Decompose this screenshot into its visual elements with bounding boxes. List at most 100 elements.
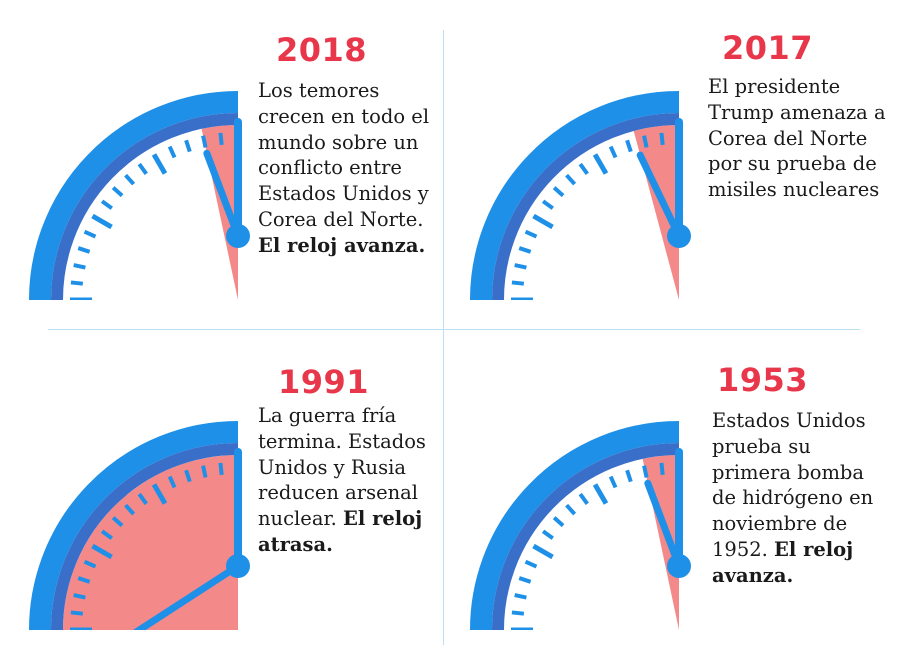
tick-mark	[83, 229, 97, 239]
hour-hand	[203, 149, 242, 240]
tick-mark	[524, 559, 538, 569]
clock-2018	[29, 91, 250, 300]
clock-pivot	[226, 224, 250, 248]
tick-mark	[625, 469, 633, 483]
inner-ring	[492, 443, 680, 630]
description-bold-2018: El reloj avanza.	[258, 233, 426, 257]
tick-mark	[514, 593, 527, 600]
tick-mark	[532, 543, 554, 560]
tick-mark	[111, 516, 124, 528]
tick-mark	[77, 576, 91, 584]
tick-mark	[565, 173, 577, 186]
clock-pivot	[667, 224, 691, 248]
tick-mark	[532, 213, 554, 230]
tick-mark	[592, 483, 609, 505]
danger-sector	[63, 455, 238, 630]
tick-mark	[625, 139, 633, 153]
tick-mark	[83, 559, 97, 569]
tick-mark	[70, 610, 84, 616]
tick-mark	[137, 492, 148, 505]
tick-mark	[552, 186, 565, 198]
inner-ring	[51, 443, 239, 630]
tick-mark	[124, 503, 136, 516]
tick-mark	[524, 229, 538, 239]
outer-ring	[470, 421, 680, 630]
tick-mark	[608, 145, 618, 159]
tick-mark	[100, 199, 113, 210]
tick-mark	[541, 529, 554, 540]
tick-mark	[659, 132, 665, 146]
tick-mark	[541, 199, 554, 210]
tick-mark	[592, 153, 609, 175]
hour-hand	[644, 479, 683, 570]
tick-mark	[167, 145, 177, 159]
inner-ring	[492, 113, 680, 300]
description-text-1991: La guerra fría termina. Estados Unidos y…	[258, 404, 426, 531]
hour-hand	[636, 151, 683, 240]
description-bold-1991: El reloj atrasa.	[258, 507, 423, 556]
outer-ring	[470, 91, 680, 300]
description-text-2017: El presidente Trump amenaza a Corea del …	[708, 75, 886, 202]
description-1953: Estados Unidos prueba su primera bomba d…	[712, 408, 892, 589]
year-label-2017: 2017	[722, 29, 814, 67]
description-text-2018: Los temores crecen en todo el mundo sobr…	[258, 79, 430, 231]
tick-mark	[608, 475, 618, 489]
clock-face-group	[470, 421, 691, 630]
panel-2017: 2017 El presidente Trump amenaza a Corea…	[447, 0, 887, 320]
clock-face-group	[29, 421, 250, 630]
tick-mark	[91, 543, 113, 560]
tick-mark	[124, 173, 136, 186]
tick-mark	[218, 462, 224, 476]
inner-ring	[51, 113, 239, 300]
clock-1953	[470, 421, 691, 630]
tick-mark	[73, 593, 86, 600]
description-bold-1953: El reloj avanza.	[712, 537, 854, 587]
tick-mark	[218, 132, 224, 146]
tick-mark	[77, 246, 91, 254]
horizontal-divider	[48, 329, 860, 330]
tick-mark	[565, 503, 577, 516]
tick-mark	[578, 492, 589, 505]
year-label-1991: 1991	[278, 363, 370, 401]
year-label-1953: 1953	[717, 361, 809, 399]
description-text-1953: Estados Unidos prueba su primera bomba d…	[712, 409, 874, 561]
tick-mark	[167, 475, 177, 489]
panel-2018: 2018 Los temores crecen en todo el mundo…	[0, 0, 440, 320]
clock-pivot	[667, 554, 691, 578]
year-label-2018: 2018	[276, 31, 368, 69]
vertical-divider	[443, 30, 444, 645]
tick-mark	[518, 246, 532, 254]
tick-mark	[151, 483, 168, 505]
hour-hand	[132, 562, 242, 630]
clock-pivot	[226, 554, 250, 578]
tick-mark	[518, 576, 532, 584]
tick-mark	[511, 610, 525, 616]
description-1991: La guerra fría termina. Estados Unidos y…	[258, 403, 440, 558]
tick-mark	[184, 469, 192, 483]
tick-mark	[70, 280, 84, 286]
danger-sector	[633, 125, 679, 300]
tick-mark	[184, 139, 192, 153]
tick-mark	[100, 529, 113, 540]
tick-mark	[91, 213, 113, 230]
tick-mark	[111, 186, 124, 198]
tick-mark	[151, 153, 168, 175]
clock-face-group	[29, 91, 250, 300]
panel-1953: 1953 Estados Unidos prueba su primera bo…	[447, 330, 887, 650]
tick-mark	[642, 135, 649, 148]
tick-mark	[578, 162, 589, 175]
tick-mark	[201, 465, 208, 478]
tick-mark	[659, 462, 665, 476]
tick-mark	[642, 465, 649, 478]
clock-face-group	[470, 91, 691, 300]
outer-ring	[29, 91, 239, 300]
outer-ring	[29, 421, 239, 630]
panel-1991: 1991 La guerra fría termina. Estados Uni…	[0, 330, 440, 650]
tick-mark	[201, 135, 208, 148]
clock-2017	[470, 91, 691, 300]
clock-1991	[29, 421, 250, 630]
tick-mark	[511, 280, 525, 286]
tick-mark	[514, 263, 527, 270]
tick-mark	[73, 263, 86, 270]
description-2017: El presidente Trump amenaza a Corea del …	[708, 74, 888, 203]
